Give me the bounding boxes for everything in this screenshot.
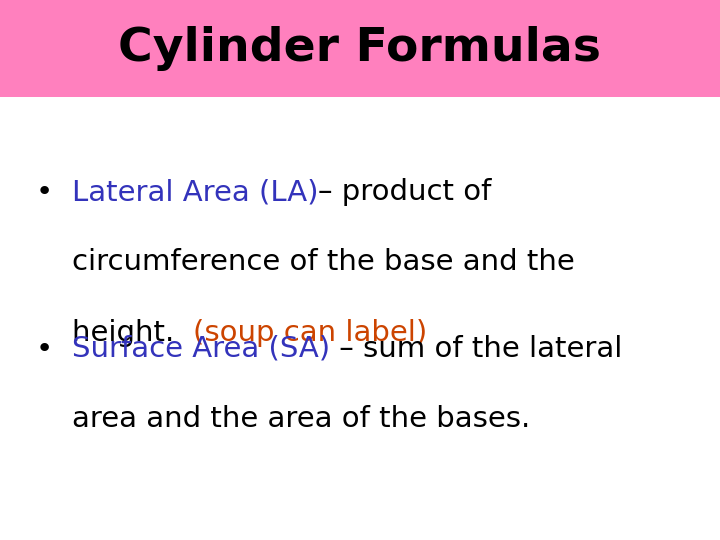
Text: height.: height. <box>72 319 193 347</box>
Text: (soup can label): (soup can label) <box>193 319 427 347</box>
Text: •: • <box>36 178 53 206</box>
Text: – sum of the lateral: – sum of the lateral <box>330 335 623 363</box>
Text: Cylinder Formulas: Cylinder Formulas <box>119 26 601 71</box>
Text: circumference of the base and the: circumference of the base and the <box>72 248 575 276</box>
Text: area and the area of the bases.: area and the area of the bases. <box>72 405 530 433</box>
Text: Lateral Area (LA): Lateral Area (LA) <box>72 178 318 206</box>
Text: – product of: – product of <box>318 178 492 206</box>
Text: Surface Area (SA): Surface Area (SA) <box>72 335 330 363</box>
Text: •: • <box>36 335 53 363</box>
Bar <box>0 0 720 97</box>
